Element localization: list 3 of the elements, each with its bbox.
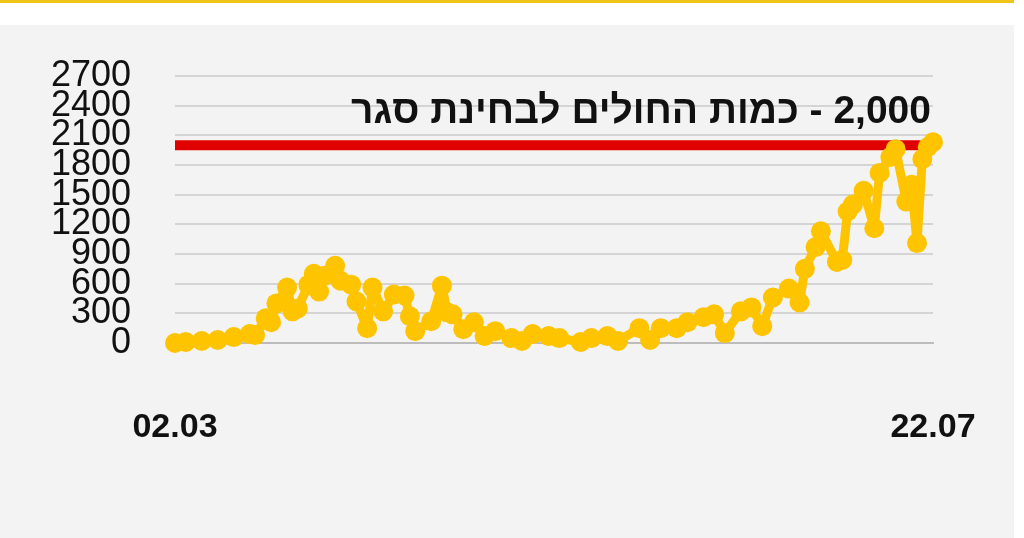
- x-tick-label: 02.03: [132, 405, 218, 444]
- ref-line-label: 2,000 - כמות החולים לבחינת סגר: [351, 88, 931, 132]
- x-tick-label: 22.07: [890, 405, 976, 444]
